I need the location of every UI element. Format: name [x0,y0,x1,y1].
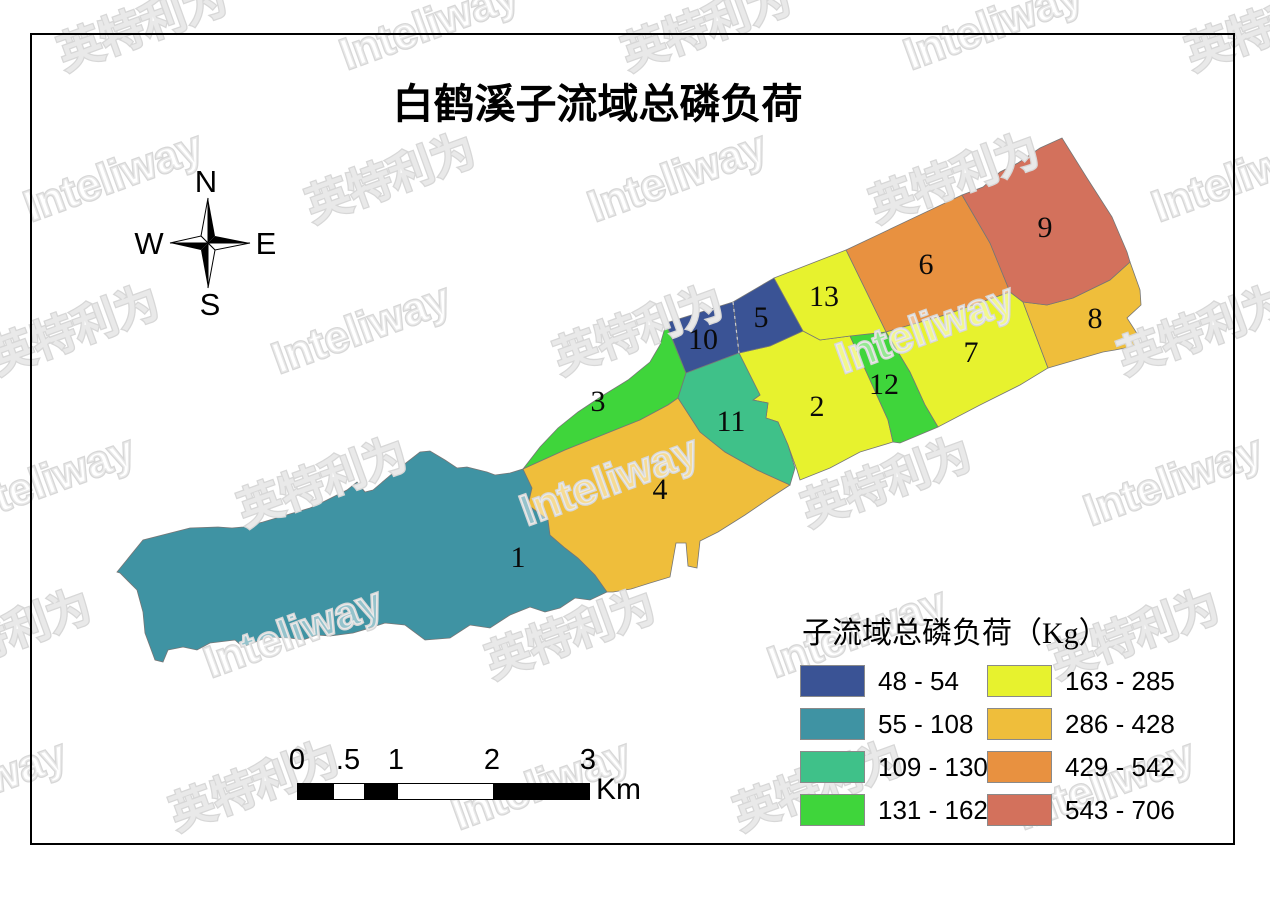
region-12[interactable] [849,331,939,444]
scale-tick-label: 3 [579,744,597,776]
legend-range-label: 163 - 285 [1065,666,1175,696]
region-13[interactable] [773,249,887,341]
region-11[interactable] [677,352,796,486]
legend-range-label: 286 - 428 [1065,709,1175,739]
scale-tick-label: .5 [335,744,361,776]
legend-swatch [987,665,1052,697]
legend-swatch [987,708,1052,740]
scale-tick-label: 2 [483,744,501,776]
scale-bar-segment [397,784,493,799]
subbasin-dashed-divider [732,301,740,354]
scale-bar-segment [364,784,397,799]
legend-swatch [987,794,1052,826]
scale-bar-segment [493,784,589,799]
legend-range-label: 48 - 54 [878,666,959,696]
legend-range-label: 131 - 162 [878,795,988,825]
scale-bar-segment [333,784,364,799]
legend-swatch [800,665,865,697]
legend-swatch [800,708,865,740]
scale-unit-label: Km [596,773,641,806]
region-1[interactable] [116,450,608,663]
page-title: 白鹤溪子流域总磷负荷 [392,81,803,127]
legend-range-label: 55 - 108 [878,709,974,739]
legend-swatch [800,751,865,783]
legend-title: 子流域总磷负荷（Kg） [802,617,1109,650]
legend-swatch [987,751,1052,783]
legend-swatch [800,794,865,826]
legend-range-label: 109 - 130 [878,752,988,782]
scale-bar-segment [298,784,333,799]
legend-range-label: 429 - 542 [1065,752,1175,782]
scale-tick-label: 1 [387,744,405,776]
region-9[interactable] [961,137,1131,306]
scale-bar-segments [297,783,590,800]
legend-range-label: 543 - 706 [1065,795,1175,825]
scale-tick-label: 0 [288,744,306,776]
